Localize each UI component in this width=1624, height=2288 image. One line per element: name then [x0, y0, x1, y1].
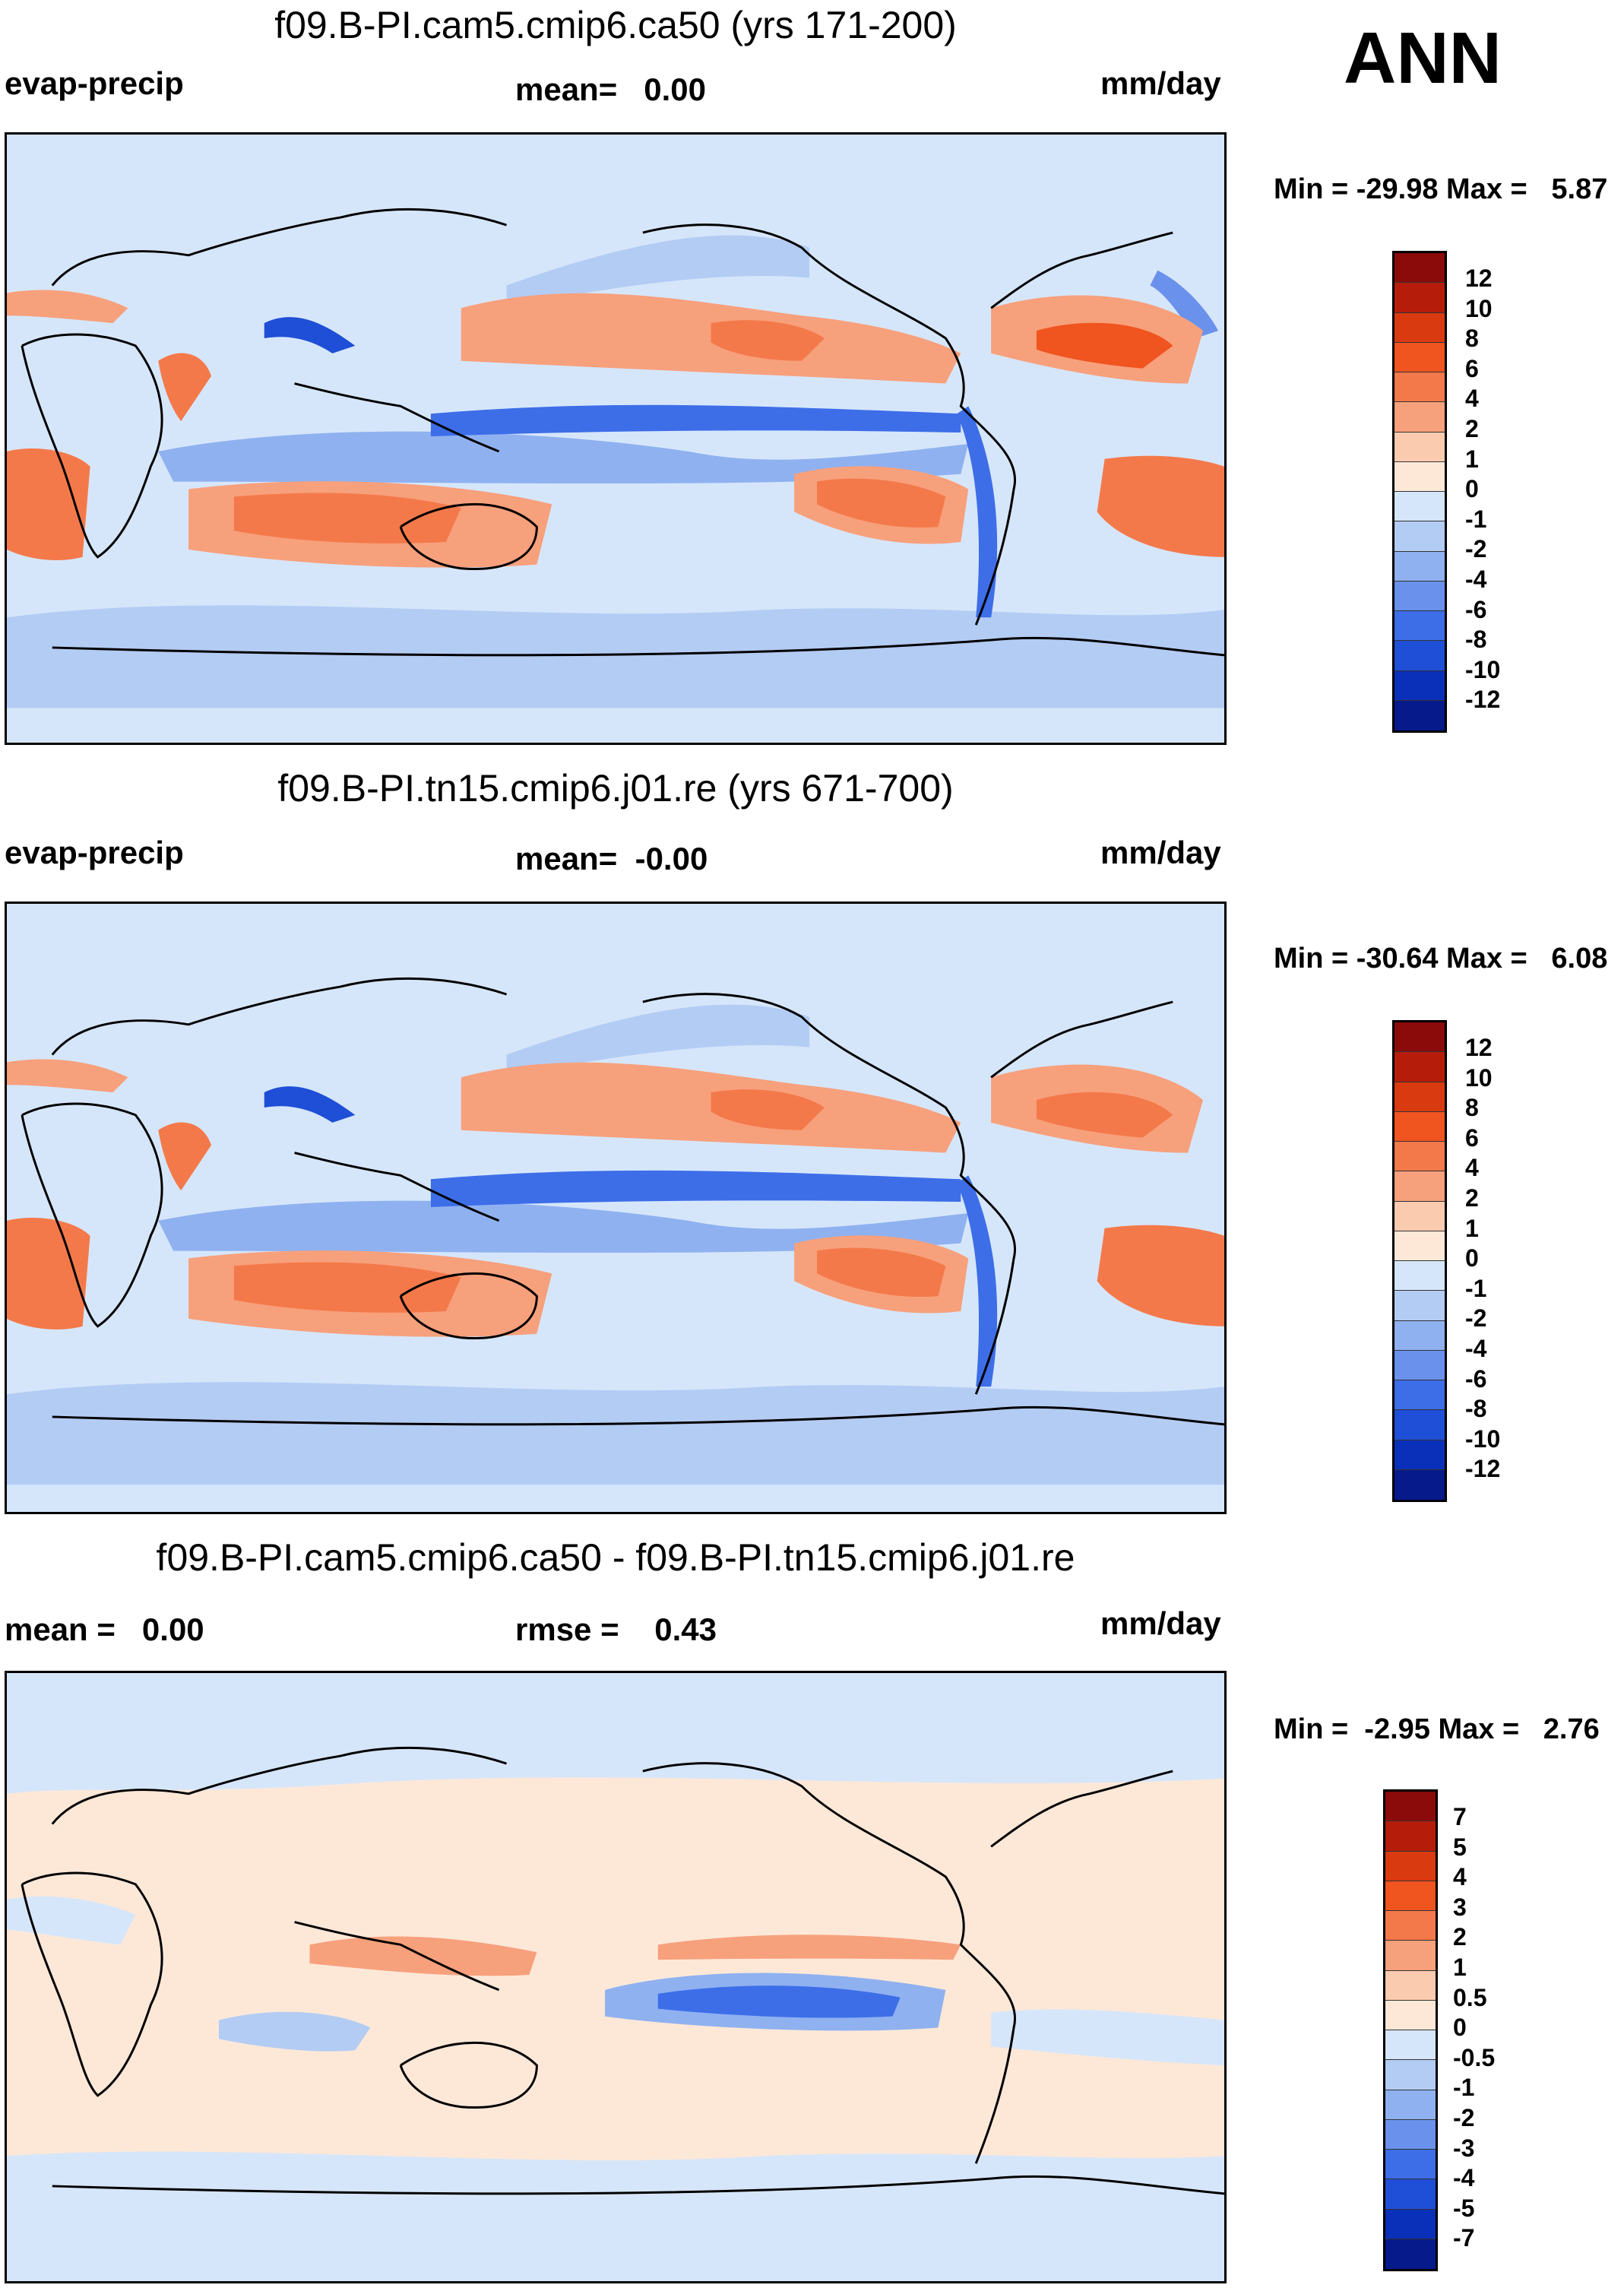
colorbar-label: -10 [1465, 655, 1501, 683]
colorbar-label: 0 [1465, 475, 1479, 503]
panel-1-variable-label: evap-precip [5, 65, 184, 101]
colorbar-label: 0.5 [1453, 1983, 1487, 2011]
colorbar-label: -1 [1465, 505, 1487, 533]
colorbar-label: -5 [1453, 2194, 1475, 2222]
colorbar-label: 3 [1453, 1893, 1467, 1921]
panel-1-title: f09.B-PI.cam5.cmip6.ca50 (yrs 171-200) [274, 4, 957, 46]
colorbar-label: 6 [1465, 1123, 1479, 1152]
colorbar-label: 0 [1465, 1244, 1479, 1272]
colorbar-label: -2 [1465, 1304, 1487, 1333]
panel-3-colorbar [1383, 1789, 1438, 2271]
colorbar-label: 7 [1453, 1803, 1467, 1830]
colorbar-label: -12 [1465, 1455, 1501, 1483]
colorbar-label: 6 [1465, 354, 1479, 382]
panel-2-units-label: mm/day [1100, 835, 1221, 870]
colorbar-label: 1 [1465, 445, 1479, 473]
colorbar-label: -0.5 [1453, 2043, 1496, 2071]
colorbar-label: 2 [1453, 1923, 1467, 1951]
panel-2-title: f09.B-PI.tn15.cmip6.j01.re (yrs 671-700) [277, 767, 954, 810]
colorbar-label: 10 [1465, 1063, 1493, 1092]
colorbar-label: 4 [1465, 385, 1479, 413]
panel-1-mean-label: mean= 0.00 [515, 71, 706, 107]
colorbar-label: -2 [1453, 2104, 1475, 2131]
colorbar-label: -4 [1453, 2164, 1475, 2192]
panel-1-units-label: mm/day [1100, 65, 1221, 101]
colorbar-label: 5 [1453, 1833, 1467, 1861]
colorbar-label: -8 [1465, 1395, 1487, 1423]
panel-3-mean-label: mean = 0.00 [5, 1611, 204, 1647]
colorbar-label: -8 [1465, 626, 1487, 654]
panel-2-minmax: Min = -30.64 Max = 6.08 [1274, 943, 1608, 974]
colorbar-label: -2 [1465, 535, 1487, 563]
colorbar-label: 2 [1465, 415, 1479, 442]
colorbar-label: 1 [1453, 1954, 1467, 1981]
panel-1-map [5, 132, 1227, 745]
colorbar-label: 1 [1465, 1214, 1479, 1242]
panel-3-rmse-label: rmse = 0.43 [515, 1611, 717, 1647]
season-label: ANN [1344, 17, 1502, 99]
colorbar-label: -4 [1465, 566, 1487, 593]
colorbar-label: 10 [1465, 294, 1493, 322]
colorbar-label: -6 [1465, 1364, 1487, 1393]
colorbar-label: -12 [1465, 686, 1501, 714]
panel-3-map-field [7, 1673, 1224, 2281]
panel-2-map-field [7, 904, 1224, 1512]
panel-2-map [5, 902, 1227, 1514]
colorbar-label: -7 [1453, 2224, 1475, 2252]
panel-2-colorbar [1392, 1020, 1447, 1502]
colorbar-label: -1 [1465, 1274, 1487, 1302]
colorbar-label: 4 [1465, 1154, 1479, 1182]
panel-3-units-label: mm/day [1100, 1605, 1221, 1641]
colorbar-label: -10 [1465, 1424, 1501, 1453]
colorbar-label: -1 [1453, 2074, 1475, 2102]
colorbar-label: 4 [1453, 1863, 1467, 1891]
panel-3-title: f09.B-PI.cam5.cmip6.ca50 - f09.B-PI.tn15… [156, 1536, 1075, 1579]
colorbar-label: 0 [1453, 2014, 1467, 2042]
colorbar-label: 2 [1465, 1184, 1479, 1212]
colorbar-label: 12 [1465, 1034, 1493, 1061]
colorbar-label: -4 [1465, 1335, 1487, 1362]
panel-2-mean-label: mean= -0.00 [515, 841, 708, 876]
panel-1-colorbar [1392, 251, 1447, 733]
panel-3-minmax: Min = -2.95 Max = 2.76 [1274, 1713, 1600, 1745]
panel-2-variable-label: evap-precip [5, 835, 184, 870]
panel-1-map-field [7, 135, 1224, 743]
colorbar-label: -6 [1465, 595, 1487, 623]
colorbar-label: 12 [1465, 265, 1493, 292]
panel-1-minmax: Min = -29.98 Max = 5.87 [1274, 173, 1608, 205]
colorbar-label: 8 [1465, 325, 1479, 353]
colorbar-label: -3 [1453, 2134, 1475, 2162]
colorbar-label: 8 [1465, 1094, 1479, 1122]
panel-3-map [5, 1671, 1227, 2283]
